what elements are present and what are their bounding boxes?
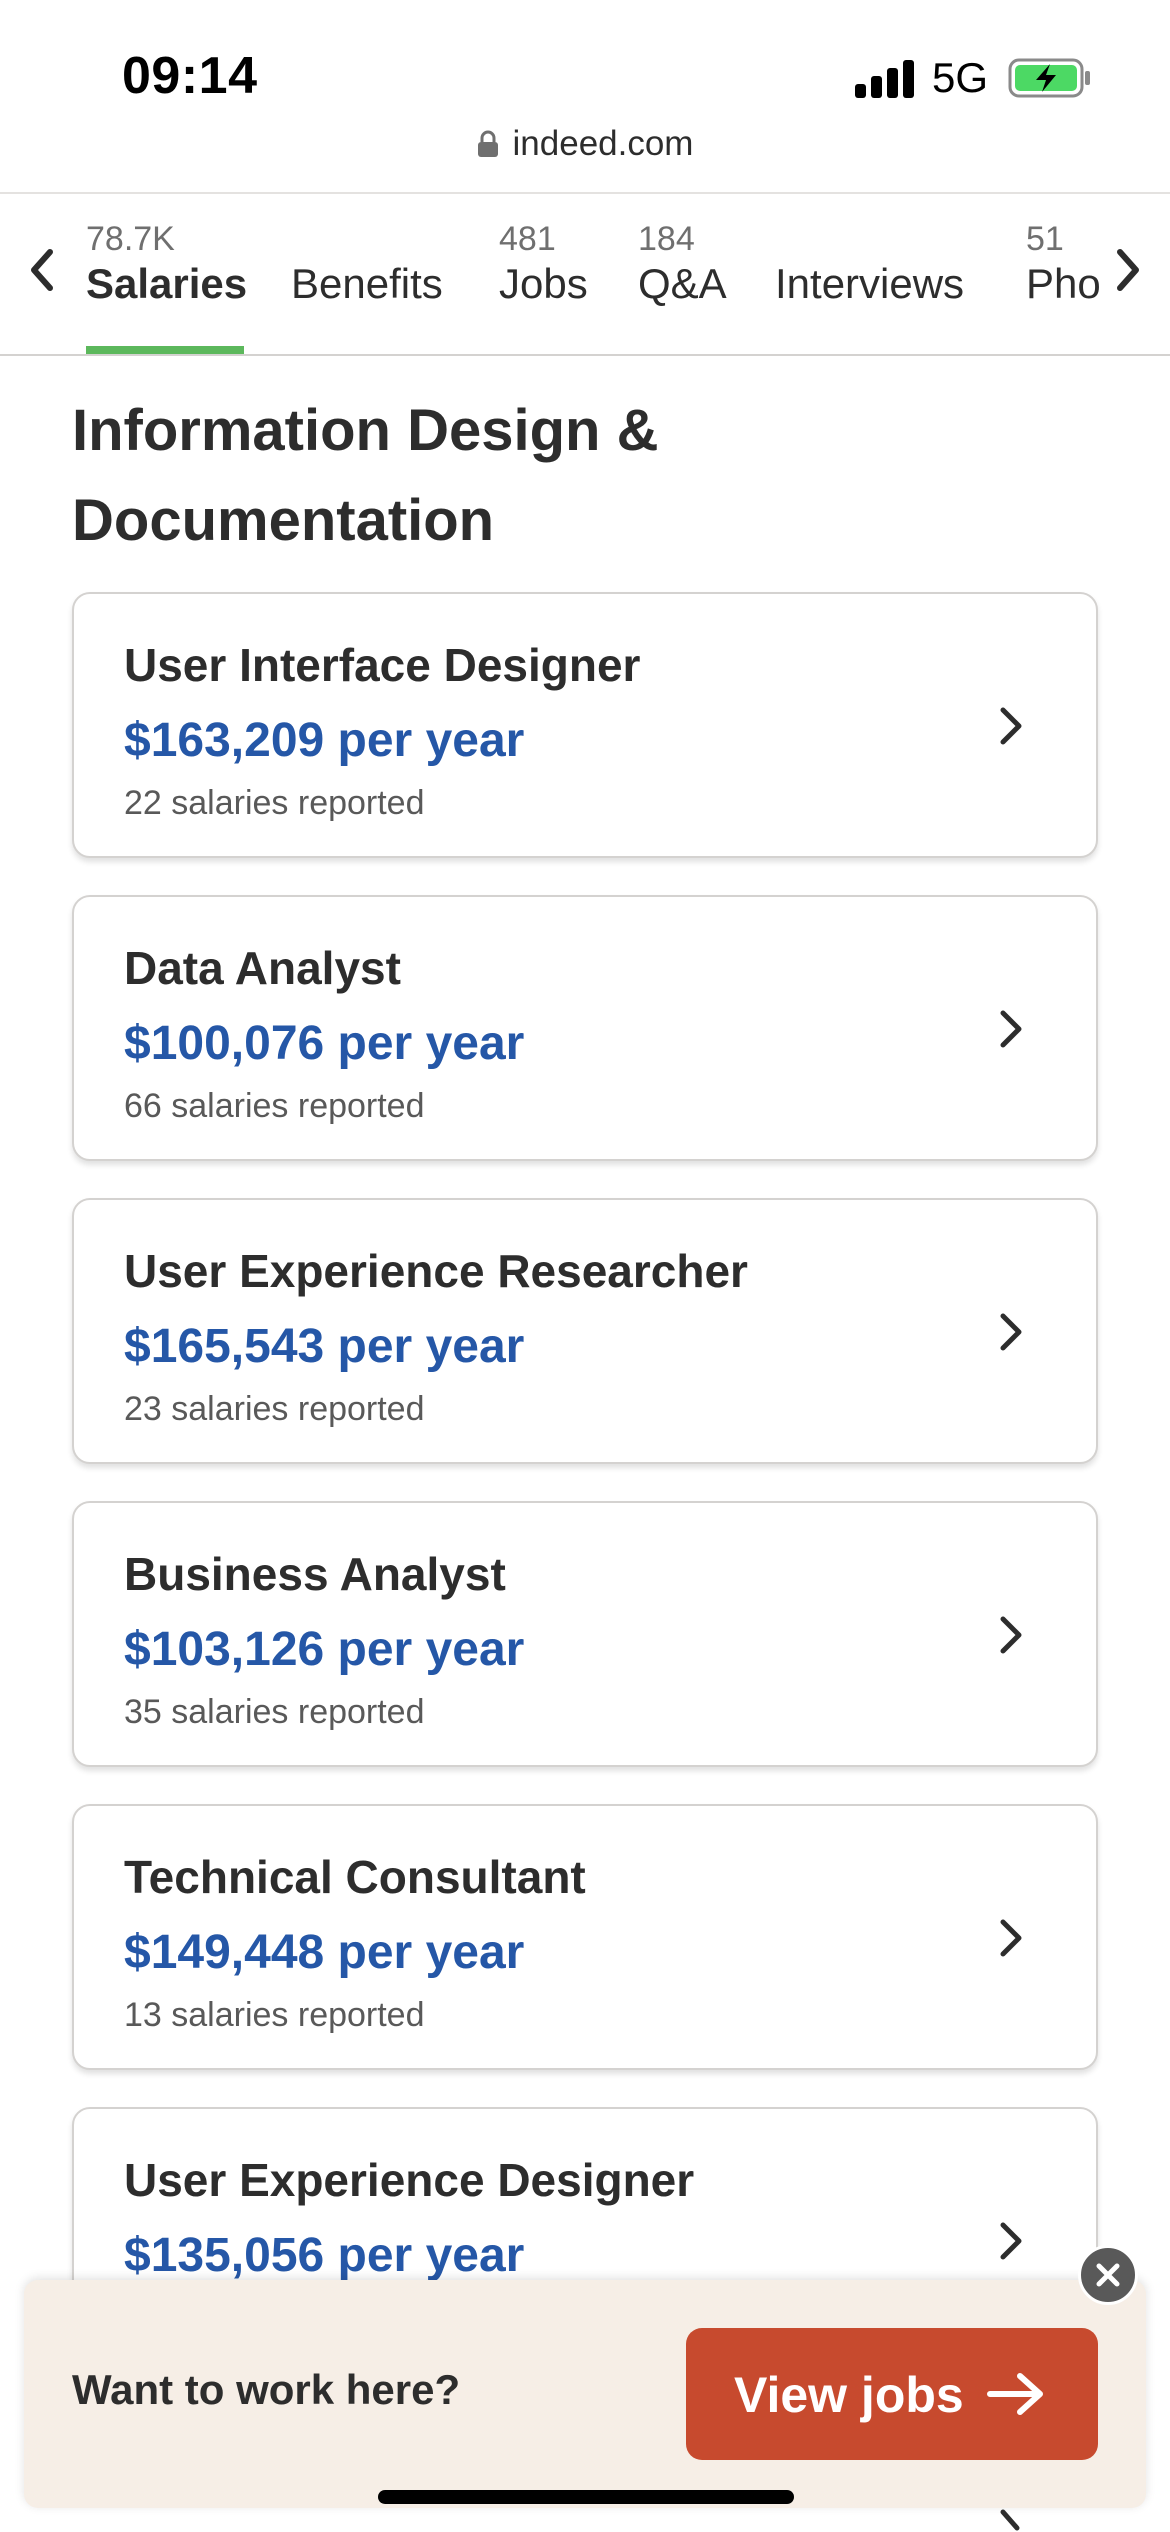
network-type: 5G bbox=[932, 54, 989, 101]
tab-salaries[interactable]: 78.7K Salaries bbox=[86, 194, 248, 354]
job-title: User Experience Designer bbox=[124, 2154, 695, 2206]
view-jobs-label: View jobs bbox=[734, 2367, 964, 2423]
tab-label: Jobs bbox=[499, 260, 588, 307]
job-title: User Interface Designer bbox=[124, 639, 641, 691]
close-icon bbox=[1096, 2263, 1120, 2287]
salary-card[interactable]: User Experience Researcher $165,543 per … bbox=[72, 1198, 1098, 1464]
view-jobs-banner: Want to work here? View jobs bbox=[24, 2280, 1146, 2508]
banner-prompt: Want to work here? bbox=[72, 2366, 461, 2413]
salary-card[interactable]: Business Analyst $103,126 per year 35 sa… bbox=[72, 1501, 1098, 1767]
salary-amount: $165,543 per year bbox=[124, 1320, 525, 1373]
tab-label: Salaries bbox=[86, 260, 248, 307]
arrow-right-icon bbox=[987, 2373, 1043, 2415]
tab-label: Benefits bbox=[291, 260, 443, 307]
close-banner-button[interactable] bbox=[1078, 2245, 1138, 2305]
salary-amount: $149,448 per year bbox=[124, 1926, 525, 1979]
tab-count: 481 bbox=[499, 220, 556, 258]
salaries-reported: 22 salaries reported bbox=[124, 784, 425, 822]
chevron-left-icon[interactable] bbox=[22, 246, 62, 294]
tab-label: Pho bbox=[1026, 260, 1101, 307]
chevron-right-icon bbox=[1000, 707, 1022, 745]
job-title: User Experience Researcher bbox=[124, 1245, 748, 1297]
tab-label: Interviews bbox=[775, 260, 965, 307]
job-title: Data Analyst bbox=[124, 942, 401, 994]
chevron-right-icon bbox=[1000, 1010, 1022, 1048]
tab-photos[interactable]: 51 Pho bbox=[1026, 194, 1106, 354]
active-tab-indicator bbox=[86, 346, 244, 354]
salaries-reported: 23 salaries reported bbox=[124, 1390, 425, 1428]
home-indicator bbox=[378, 2490, 794, 2504]
tab-jobs[interactable]: 481 Jobs bbox=[499, 194, 599, 354]
tab-count: 51 bbox=[1026, 220, 1064, 258]
chevron-right-icon bbox=[1000, 2222, 1022, 2260]
chevron-right-icon bbox=[1000, 1313, 1022, 1351]
battery-charging-icon bbox=[1008, 58, 1090, 98]
url-bar[interactable]: indeed.com bbox=[0, 124, 1170, 164]
chevron-right-icon[interactable] bbox=[1108, 246, 1148, 294]
salary-amount: $100,076 per year bbox=[124, 1017, 525, 1070]
status-bar: 09:14 5G bbox=[0, 0, 1170, 130]
salaries-reported: 13 salaries reported bbox=[124, 1996, 425, 2034]
salary-card[interactable]: Technical Consultant $149,448 per year 1… bbox=[72, 1804, 1098, 2070]
view-jobs-button[interactable]: View jobs bbox=[686, 2328, 1098, 2460]
tab-label: Q&A bbox=[638, 260, 727, 307]
chevron-right-icon bbox=[1000, 1616, 1022, 1654]
salaries-reported: 66 salaries reported bbox=[124, 1087, 425, 1125]
chevron-right-icon bbox=[1000, 1919, 1022, 1957]
section-title: Information Design & Documentation bbox=[72, 398, 659, 553]
salary-amount: $163,209 per year bbox=[124, 714, 525, 767]
salary-amount: $103,126 per year bbox=[124, 1623, 525, 1676]
chevron-right-icon bbox=[1000, 2509, 1020, 2531]
tab-qa[interactable]: 184 Q&A bbox=[638, 194, 738, 354]
tab-interviews[interactable]: Interviews bbox=[775, 194, 985, 354]
company-tabs: 78.7K Salaries Benefits 481 Jobs 184 Q&A… bbox=[0, 192, 1170, 356]
salary-card[interactable]: User Interface Designer $163,209 per yea… bbox=[72, 592, 1098, 858]
salary-amount: $135,056 per year bbox=[124, 2229, 525, 2282]
tab-count: 184 bbox=[638, 220, 695, 258]
url-text: indeed.com bbox=[512, 124, 694, 163]
tab-count: 78.7K bbox=[86, 220, 175, 258]
tab-benefits[interactable]: Benefits bbox=[291, 194, 461, 354]
status-time: 09:14 bbox=[122, 47, 258, 105]
job-title: Technical Consultant bbox=[124, 1851, 586, 1903]
job-title: Business Analyst bbox=[124, 1548, 506, 1600]
signal-strength-icon bbox=[855, 58, 915, 98]
lock-icon bbox=[477, 130, 498, 157]
salaries-reported: 35 salaries reported bbox=[124, 1693, 425, 1731]
salary-card[interactable]: Data Analyst $100,076 per year 66 salari… bbox=[72, 895, 1098, 1161]
